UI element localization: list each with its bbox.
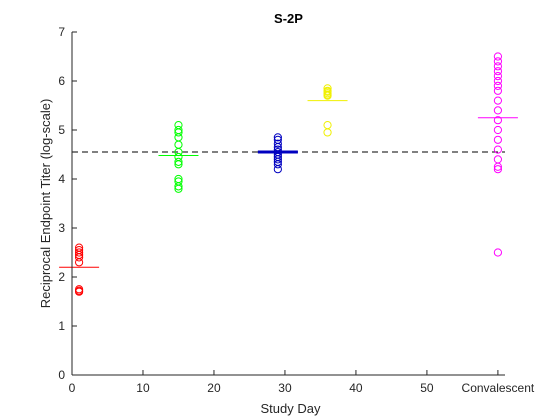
data-point — [493, 52, 503, 61]
y-tick-label: 5 — [58, 123, 65, 137]
data-point — [493, 96, 503, 105]
y-tick-label: 1 — [58, 319, 65, 333]
x-tick-label: 40 — [349, 381, 363, 395]
data-point — [273, 133, 282, 142]
y-tick-label: 6 — [58, 74, 65, 88]
y-tick-label: 4 — [58, 172, 65, 186]
data-point — [323, 91, 332, 100]
data-point — [273, 160, 282, 169]
y-tick-label: 7 — [58, 25, 65, 39]
data-point — [493, 72, 503, 81]
data-point — [493, 165, 503, 174]
data-point — [493, 106, 503, 115]
data-point — [74, 258, 84, 267]
data-point — [493, 135, 503, 144]
y-axis-label: Reciprocal Endpoint Titer (log-scale) — [38, 99, 53, 309]
data-point — [273, 155, 282, 164]
y-tick-label: 2 — [58, 270, 65, 284]
data-point — [493, 86, 503, 95]
data-point — [174, 157, 183, 166]
data-point — [493, 145, 503, 154]
data-point — [74, 253, 84, 262]
y-tick-label: 0 — [58, 368, 65, 382]
data-point — [493, 57, 503, 66]
data-point — [493, 116, 503, 125]
data-point — [273, 139, 282, 148]
data-point — [493, 76, 503, 86]
data-point — [493, 125, 503, 135]
data-point — [323, 128, 332, 137]
data-point — [174, 182, 183, 191]
y-tick-label: 3 — [58, 221, 65, 235]
x-axis-label: Study Day — [261, 401, 321, 416]
data-point — [493, 67, 503, 76]
data-point — [493, 162, 503, 171]
x-tick-label: Convalescent — [462, 381, 535, 395]
data-point — [493, 81, 503, 91]
data-point — [174, 160, 183, 169]
chart-title: S-2P — [274, 11, 303, 26]
data-point — [493, 248, 503, 257]
x-tick-label: 50 — [420, 381, 434, 395]
x-tick-label: 0 — [69, 381, 76, 395]
data-point — [174, 184, 183, 193]
x-tick-label: 20 — [207, 381, 221, 395]
data-point — [74, 287, 84, 296]
plot-area — [72, 32, 505, 375]
x-tick-label: 30 — [278, 381, 292, 395]
data-point — [174, 128, 183, 137]
x-tick-label: 10 — [136, 381, 150, 395]
data-point — [74, 248, 84, 257]
data-point — [273, 165, 282, 174]
data-point — [493, 62, 503, 71]
